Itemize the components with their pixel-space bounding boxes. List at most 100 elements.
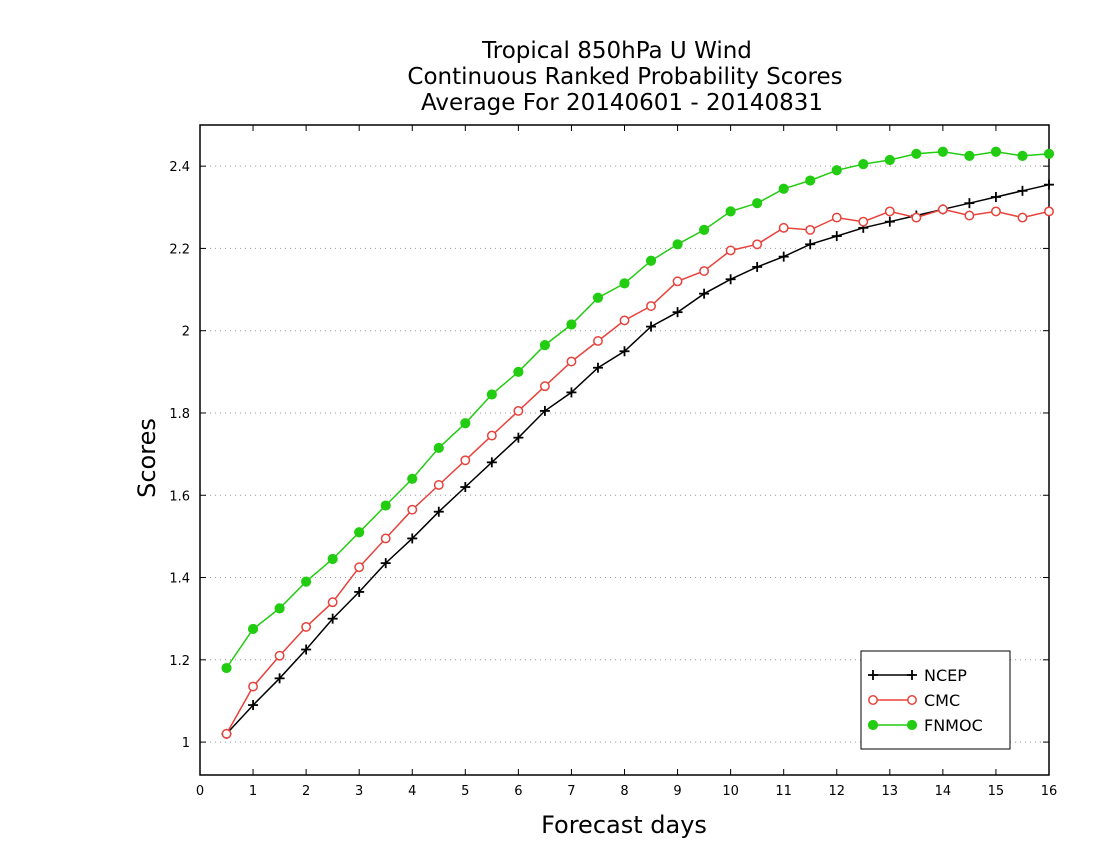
data-point (805, 224, 816, 235)
series-fnmoc (221, 146, 1055, 674)
data-point (907, 695, 917, 705)
data-point (460, 418, 471, 429)
data-point (539, 339, 551, 351)
data-point (937, 146, 948, 157)
data-point (964, 198, 975, 209)
data-point (460, 455, 471, 466)
data-point (248, 681, 259, 692)
x-tick-label: 15 (988, 784, 1005, 799)
chart-title: Tropical 850hPa U Wind Continuous Ranked… (407, 38, 842, 116)
data-point (752, 239, 763, 250)
data-point (354, 586, 365, 597)
data-point (380, 500, 391, 511)
x-tick-label: 11 (775, 784, 792, 799)
data-point (486, 457, 497, 468)
legend-label: NCEP (924, 666, 967, 685)
data-point (592, 362, 603, 373)
y-tick-label: 1.4 (169, 572, 190, 587)
x-tick-label: 14 (935, 784, 952, 799)
data-point (619, 315, 630, 326)
data-point (1017, 150, 1028, 161)
data-point (725, 206, 736, 217)
data-point (752, 198, 763, 209)
data-point (907, 670, 917, 680)
x-tick-label: 1 (249, 784, 257, 799)
data-point (1044, 179, 1054, 190)
series-layer (221, 146, 1055, 739)
series-line (225, 150, 1050, 669)
data-point (858, 216, 869, 227)
x-tick-label: 6 (514, 784, 522, 799)
data-point (486, 389, 497, 400)
x-tick-label: 5 (461, 784, 469, 799)
data-point (698, 224, 710, 236)
data-point (1017, 212, 1028, 223)
data-point (539, 381, 550, 392)
data-point (805, 175, 816, 186)
data-point (868, 695, 878, 705)
data-point (725, 245, 736, 256)
data-point (805, 239, 816, 250)
data-point (778, 222, 789, 233)
x-tick-label: 12 (828, 784, 845, 799)
data-point (274, 603, 285, 614)
x-tick-label: 9 (673, 784, 681, 799)
data-point (884, 206, 895, 217)
x-tick-label: 0 (196, 784, 204, 799)
data-point (619, 346, 630, 357)
data-point (407, 533, 418, 544)
data-point (699, 266, 710, 276)
x-tick-label: 16 (1041, 784, 1058, 799)
data-point (593, 336, 603, 346)
data-point (645, 255, 657, 266)
data-point (778, 251, 789, 262)
data-point (725, 274, 736, 285)
legend-label: FNMOC (924, 716, 983, 735)
legend-entry-fnmoc: FNMOC (867, 716, 983, 735)
data-point (247, 623, 259, 635)
data-point (513, 432, 524, 443)
x-axis-title: Forecast days (541, 811, 707, 839)
data-point (513, 405, 524, 416)
data-point (301, 644, 312, 655)
data-point (911, 148, 922, 159)
data-point (513, 366, 524, 377)
x-tick-label: 13 (882, 784, 899, 799)
data-point (327, 553, 338, 565)
data-point (1044, 206, 1054, 217)
x-tick-label: 10 (722, 784, 739, 799)
data-point (433, 506, 444, 517)
data-point (937, 204, 948, 215)
data-point (274, 673, 285, 684)
data-point (646, 301, 656, 311)
data-point (672, 276, 683, 287)
y-tick-label: 2 (182, 325, 190, 340)
x-tick-label: 4 (408, 784, 416, 799)
x-tick-label: 8 (620, 784, 628, 799)
legend-label: CMC (924, 691, 960, 710)
data-point (380, 558, 391, 569)
data-point (248, 700, 259, 711)
data-point (831, 212, 842, 223)
data-point (911, 212, 922, 223)
data-point (592, 292, 604, 303)
data-point (646, 321, 657, 332)
data-point (301, 576, 312, 587)
data-point (752, 261, 763, 272)
data-point (274, 650, 285, 661)
legend-entry-cmc: CMC (868, 691, 960, 710)
y-axis: 1 1.2 1.4 1.6 1.8 2 2.2 2.4 (169, 160, 1049, 751)
data-point (990, 206, 1001, 217)
data-point (1043, 148, 1055, 159)
data-point (858, 158, 869, 170)
legend: NCEP CMC FNMOC (860, 650, 1011, 750)
data-point (354, 562, 365, 573)
y-tick-label: 1.8 (169, 407, 190, 422)
title-line-3: Average For 20140601 - 20140831 (421, 90, 823, 116)
data-point (884, 216, 895, 227)
data-point (327, 613, 338, 624)
data-point (867, 719, 879, 731)
data-point (1017, 185, 1028, 196)
data-point (699, 288, 710, 299)
